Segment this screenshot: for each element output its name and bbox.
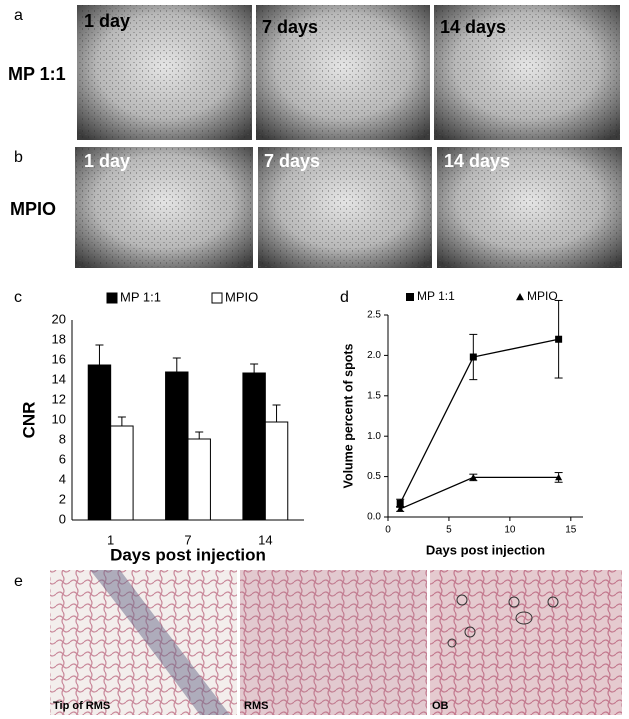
mri-texture [437,147,622,268]
panel-label: d [340,289,349,306]
panel-label: a [14,7,23,24]
legend-label: MPIO [225,289,258,304]
histology-tint [240,570,427,715]
series-line [399,476,559,510]
legend-label: MPIO [527,289,558,303]
y-tick-label: 14 [52,371,66,386]
x-tick-label: 5 [446,525,452,536]
y-axis-label: CNR [19,402,38,439]
legend-swatch [106,292,118,304]
x-axis-label: Days post injection [426,542,545,557]
mri-texture [77,5,252,140]
y-tick-label: 0.5 [367,471,381,482]
marker [516,293,524,301]
y-axis-label: Volume percent of spots [341,343,355,488]
bar [87,364,112,521]
circle-annotations [447,594,559,648]
x-tick-label: 14 [258,532,272,547]
bar [242,372,266,521]
marker [555,473,563,481]
y-tick-label: 18 [52,331,66,346]
image-label: 7 days [262,17,318,37]
mri-texture [434,5,620,140]
rms-stain [90,570,230,715]
bar [264,421,289,521]
image-label: 14 days [444,151,510,171]
y-tick-label: 1.5 [367,390,381,401]
histology-image [430,570,622,715]
y-tick-label: 20 [52,311,66,326]
histology-tint [430,570,622,715]
image-label: 1 day [84,151,130,171]
x-tick-label: 1 [107,532,114,547]
x-axis-label: Days post injection [110,545,266,564]
legend-swatch [211,292,223,304]
panel-label: c [14,289,22,306]
marker [396,499,404,507]
bar [187,438,211,521]
mri-texture [75,147,253,268]
mri-texture [258,147,432,268]
error-bar [95,344,104,365]
series-line [399,338,559,504]
legend-label: MP 1:1 [417,289,455,303]
mri-images [77,5,620,140]
y-tick-label: 12 [52,391,66,406]
y-tick-label: 2.0 [367,350,381,361]
y-tick-label: 0.0 [367,512,381,523]
y-tick-label: 8 [59,431,66,446]
marker [406,293,414,301]
histology-images [50,570,622,715]
y-tick-label: 6 [59,451,66,466]
marker [469,473,477,481]
panel-label: e [14,573,23,590]
mri-texture [256,5,430,140]
bar [165,371,189,521]
panel-label: b [14,149,23,166]
image-label: RMS [244,700,268,712]
image-label: 7 days [264,151,320,171]
histology-image [240,570,427,715]
marker [555,335,563,343]
y-tick-label: 2 [59,491,66,506]
marker [469,353,477,361]
x-tick-label: 10 [504,525,516,536]
legend-label: MP 1:1 [120,289,161,304]
y-tick-label: 0 [59,511,66,526]
y-tick-label: 1.0 [367,431,381,442]
x-tick-label: 7 [184,532,191,547]
mri-images [75,147,622,268]
image-label: 1 day [84,11,130,31]
error-bar [195,431,204,439]
y-tick-label: 4 [59,471,66,486]
y-tick-label: 2.5 [367,310,381,321]
row-label: MPIO [10,199,56,219]
error-bar [250,363,259,373]
error-bar [272,404,281,422]
bar [110,425,134,521]
x-tick-label: 0 [385,525,391,536]
error-bar [172,357,181,372]
image-label: Tip of RMS [53,700,110,712]
y-tick-label: 16 [52,351,66,366]
error-bar [117,416,126,426]
y-tick-label: 10 [52,411,66,426]
image-label: 14 days [440,17,506,37]
image-label: OB [432,700,449,712]
marker [396,505,404,512]
x-tick-label: 15 [565,525,577,536]
row-label: MP 1:1 [8,64,66,84]
